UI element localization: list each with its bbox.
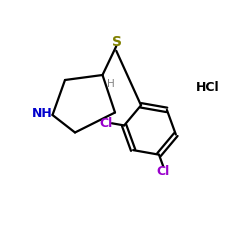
Text: Cl: Cl bbox=[99, 117, 112, 130]
Text: NH: NH bbox=[32, 107, 52, 120]
Text: Cl: Cl bbox=[157, 166, 170, 178]
Text: S: S bbox=[112, 35, 122, 49]
Text: H: H bbox=[107, 79, 115, 89]
Text: HCl: HCl bbox=[196, 81, 219, 94]
